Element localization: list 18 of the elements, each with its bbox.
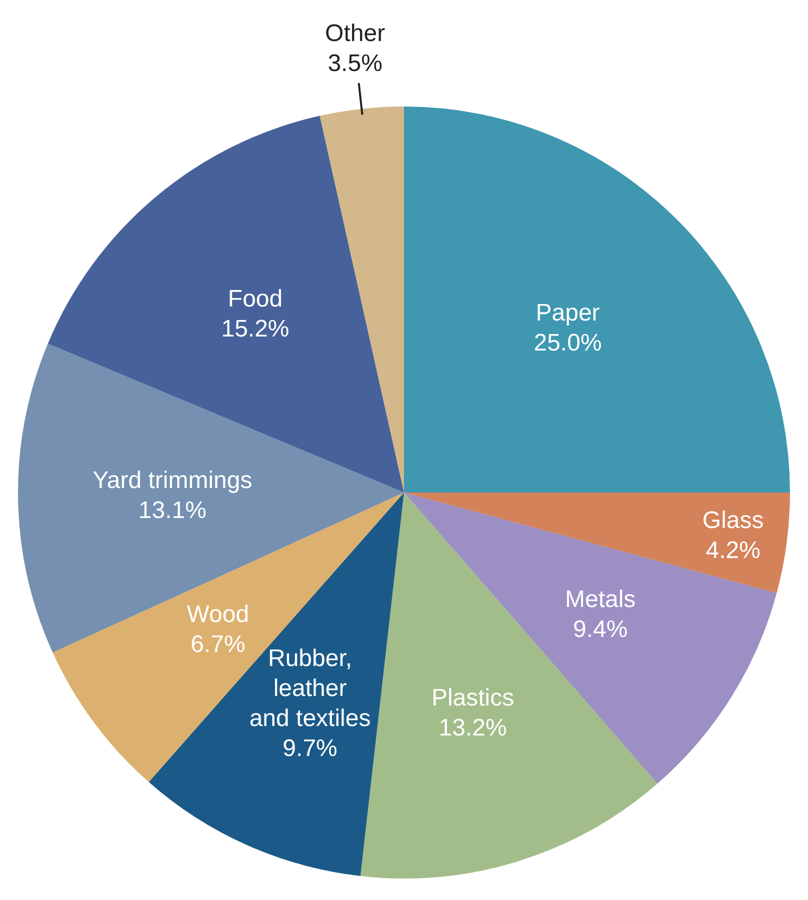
- data-label: 9.7%: [282, 734, 338, 762]
- slice-label: Rubber, leather and textiles: [249, 644, 371, 732]
- data-label: 3.5%: [328, 50, 382, 77]
- slice-label: Other: [325, 20, 386, 47]
- slice-label: Metals: [564, 586, 636, 613]
- slice-label: Glass: [702, 506, 764, 534]
- data-label: 9.4%: [572, 616, 628, 643]
- data-label: 13.1%: [138, 496, 206, 524]
- slice-label: Plastics: [431, 684, 514, 712]
- slice-label: Paper: [536, 299, 600, 326]
- slice-label: Food: [228, 286, 283, 313]
- data-label: 15.2%: [221, 316, 290, 343]
- data-label: 4.2%: [706, 536, 760, 564]
- data-label: 6.7%: [190, 631, 246, 658]
- data-label: 25.0%: [534, 329, 602, 356]
- data-label: 13.2%: [438, 714, 507, 742]
- slice-label: Wood: [186, 601, 250, 628]
- slice-label: Yard trimmings: [92, 466, 252, 494]
